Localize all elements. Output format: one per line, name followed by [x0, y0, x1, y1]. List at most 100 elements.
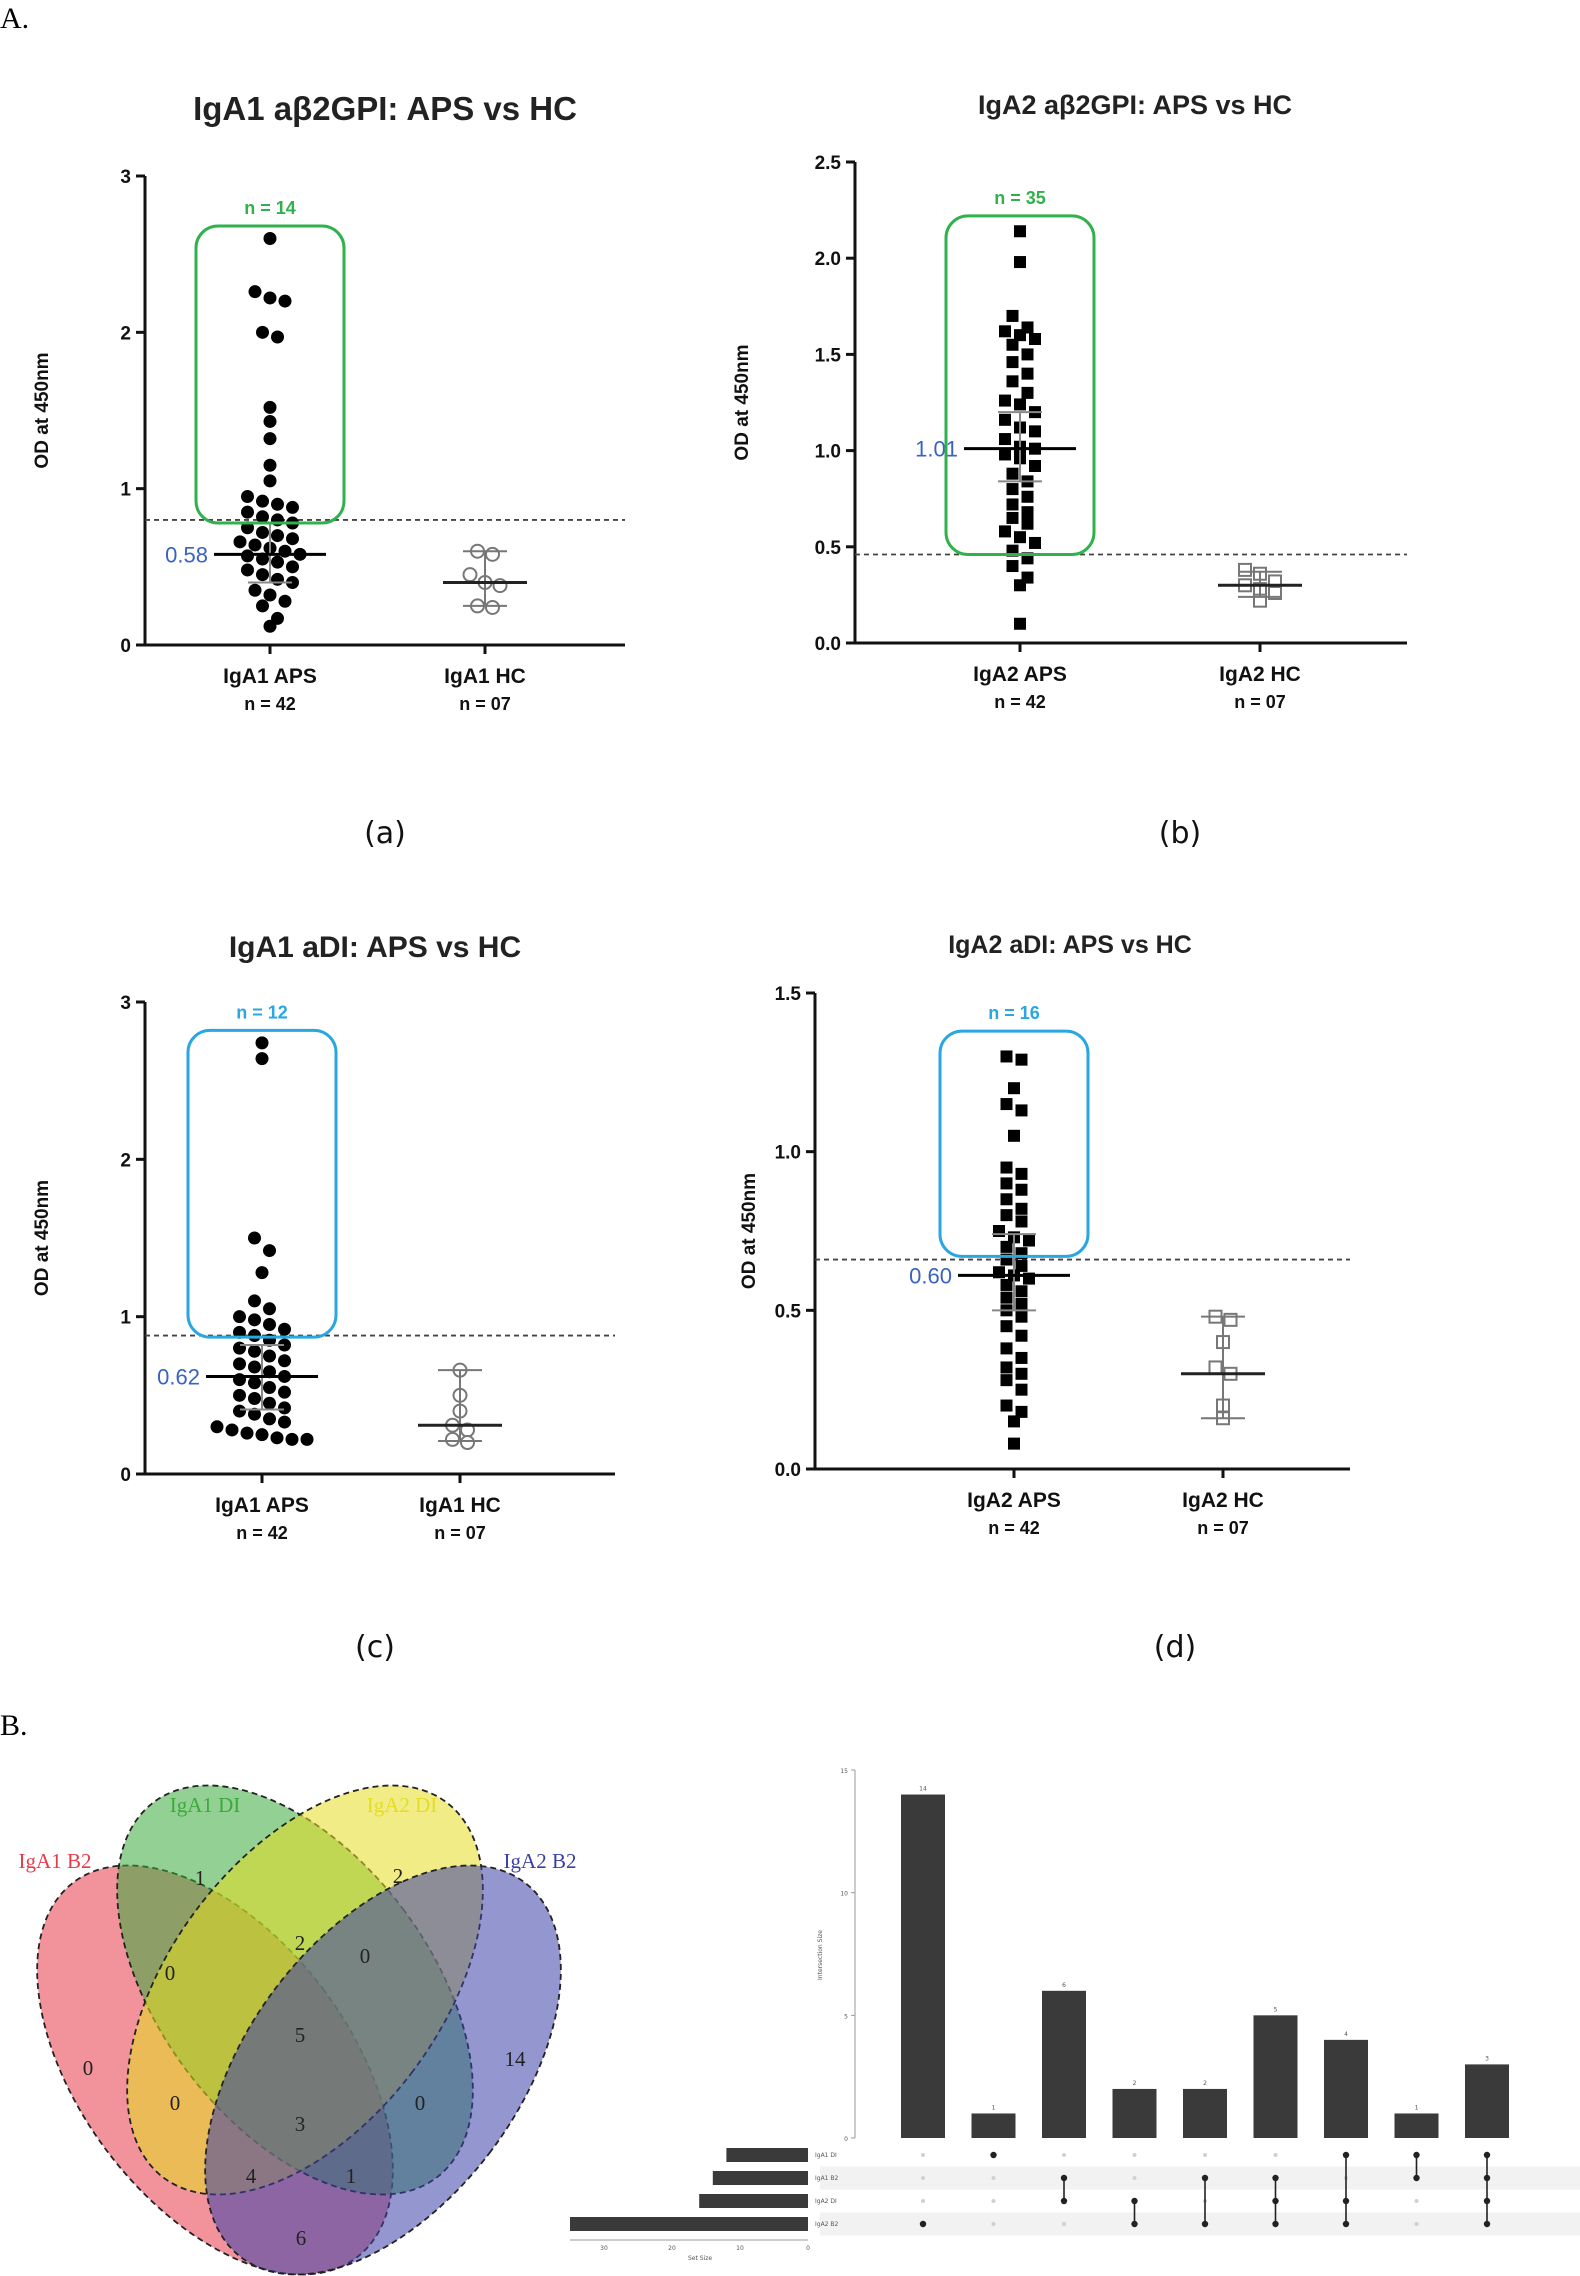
data-point — [278, 1385, 291, 1399]
data-point — [263, 432, 277, 446]
upset-y-label: Intersection Size — [817, 1930, 824, 1980]
y-tick-label: 2 — [120, 1150, 131, 1171]
data-point — [233, 1388, 246, 1402]
data-point — [1000, 1399, 1013, 1412]
data-point — [263, 1396, 276, 1410]
data-point — [241, 549, 254, 563]
upset-matrix-dot — [1273, 2153, 1278, 2157]
data-point — [1021, 506, 1034, 519]
y-tick-label: 3 — [120, 993, 131, 1014]
data-point — [1008, 1415, 1020, 1428]
data-point — [1015, 1259, 1028, 1272]
data-point — [1015, 1329, 1028, 1342]
upset-bar-label: 5 — [1274, 2006, 1278, 2013]
highlight-box-label: n = 16 — [988, 1003, 1040, 1023]
set-size-tick-label: 20 — [668, 2245, 676, 2252]
panel-caption: (c) — [355, 1630, 395, 1665]
group-label: IgA1 APS — [223, 665, 317, 688]
group-n-label: n = 07 — [1234, 692, 1286, 712]
data-point — [1015, 1405, 1028, 1418]
data-point — [1014, 531, 1026, 544]
data-point — [248, 1376, 261, 1390]
group-label: IgA1 APS — [215, 1494, 309, 1517]
y-tick-label: 2.5 — [815, 153, 842, 174]
data-point — [271, 330, 284, 344]
y-axis-label: OD at 450nm — [32, 352, 53, 468]
dotplot-panel-1: IgA2 aβ2GPI: APS vs HC 0.0 0.5 1.0 1.5 2.0 2.5… — [732, 90, 1407, 851]
venn-region-count: 3 — [295, 2112, 306, 2136]
y-tick-label: 0.0 — [815, 634, 841, 655]
venn-region-count: 1 — [195, 1866, 206, 1890]
upset-matrix-dot — [991, 2199, 996, 2203]
data-point — [1006, 467, 1019, 480]
data-point — [1015, 1183, 1028, 1196]
data-point — [271, 497, 284, 511]
upset-matrix-dot — [991, 2222, 996, 2226]
data-point — [1014, 329, 1026, 342]
set-name-label: IgA1 DI — [815, 2152, 837, 2159]
data-point — [1015, 1202, 1028, 1215]
group-label: IgA1 HC — [444, 665, 526, 688]
set-size-tick-label: 10 — [736, 2245, 744, 2252]
data-point — [1008, 1082, 1020, 1095]
upset-matrix-dot — [921, 2176, 925, 2180]
data-point — [1015, 1367, 1028, 1380]
data-point — [1015, 1383, 1028, 1396]
data-point — [263, 1302, 276, 1316]
group-n-label: n = 07 — [1197, 1518, 1249, 1538]
data-point — [1008, 1437, 1020, 1450]
data-point — [263, 400, 277, 414]
upset-matrix-dot — [1203, 2153, 1207, 2157]
data-point — [210, 1420, 224, 1434]
data-point — [1014, 225, 1026, 238]
data-point — [1014, 256, 1026, 269]
data-point — [255, 1052, 269, 1066]
data-point — [248, 1313, 261, 1327]
upset-matrix-dot — [921, 2199, 925, 2203]
data-point — [271, 555, 284, 569]
venn-set-3 — [204, 1864, 562, 2276]
upset-matrix-dot — [990, 2151, 997, 2159]
upset-matrix-stripe — [820, 2212, 1580, 2236]
data-point — [1000, 1098, 1013, 1111]
upset-bar — [971, 2113, 1016, 2138]
data-point — [263, 474, 277, 488]
data-point — [1021, 490, 1034, 503]
data-point — [1029, 536, 1041, 549]
data-point — [1021, 386, 1034, 399]
data-point — [1006, 375, 1019, 388]
y-tick-label: 0 — [120, 636, 131, 657]
data-point — [1015, 1310, 1028, 1323]
panel-caption: (d) — [1154, 1630, 1196, 1665]
highlight-box-label: n = 12 — [236, 1002, 288, 1022]
group-n-label: n = 07 — [434, 1523, 486, 1543]
data-point — [1014, 617, 1026, 630]
median-label: 0.60 — [909, 1263, 952, 1288]
data-point — [1000, 1209, 1013, 1222]
highlight-box — [186, 1028, 338, 1339]
y-tick-label: 2 — [120, 323, 131, 344]
dotplot-panel-3: IgA2 aDI: APS vs HC 0.0 0.5 1.0 1.5 OD at 450… — [739, 931, 1350, 1665]
y-tick-label: 0.5 — [775, 1301, 802, 1322]
highlight-box — [944, 214, 1096, 556]
data-point — [1208, 1360, 1223, 1375]
data-point — [233, 1404, 246, 1418]
data-point — [993, 1225, 1005, 1237]
set-size-bar — [726, 2148, 808, 2162]
section-label-a: A. — [0, 2, 29, 35]
median-label: 0.58 — [165, 542, 208, 567]
group-n-label: n = 42 — [236, 1523, 288, 1543]
data-point — [1006, 498, 1019, 511]
data-point — [278, 594, 292, 608]
upset-matrix-dot — [1414, 2222, 1419, 2226]
upset-bar — [1465, 2064, 1509, 2138]
data-point — [1029, 459, 1041, 472]
y-axis-label: OD at 450nm — [739, 1173, 760, 1289]
upset-bar — [901, 1794, 945, 2138]
data-point — [1015, 1053, 1028, 1066]
upset-bar — [1183, 2088, 1227, 2138]
data-point — [1000, 1050, 1013, 1063]
group-n-label: n = 42 — [244, 694, 296, 714]
upset-bar-label: 3 — [1485, 2055, 1489, 2062]
